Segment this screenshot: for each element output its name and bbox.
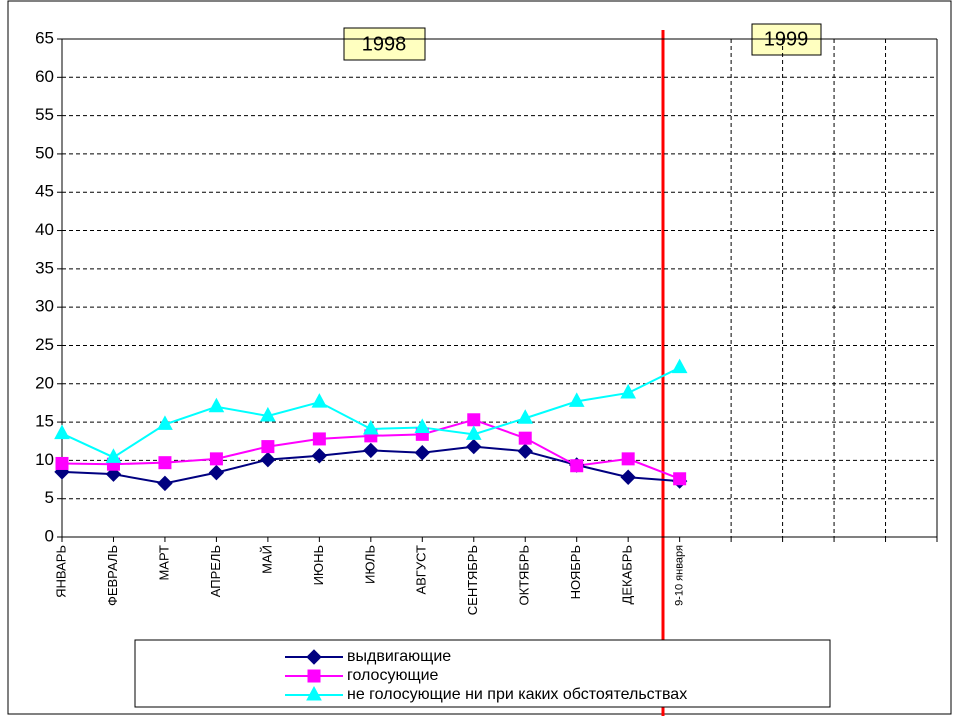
marker bbox=[158, 456, 172, 470]
marker bbox=[363, 442, 379, 459]
legend-label: выдвигающие bbox=[347, 648, 451, 665]
annotation-box bbox=[343, 27, 426, 61]
y-tick-label: 55 bbox=[35, 105, 54, 124]
y-tick-label: 10 bbox=[35, 450, 54, 469]
marker bbox=[55, 456, 69, 470]
marker bbox=[306, 685, 322, 701]
annotation: 1998 bbox=[362, 33, 407, 55]
x-tick-label: МАЙ bbox=[259, 545, 274, 574]
marker bbox=[311, 448, 328, 464]
marker bbox=[671, 358, 688, 374]
y-tick-label: 0 bbox=[45, 526, 54, 545]
marker bbox=[568, 392, 585, 407]
x-tick-label: АПРЕЛЬ bbox=[208, 545, 223, 597]
legend-label: голосующие bbox=[347, 667, 439, 684]
marker bbox=[621, 452, 635, 466]
marker bbox=[105, 448, 122, 463]
y-tick-label: 35 bbox=[35, 258, 54, 277]
marker bbox=[306, 649, 322, 665]
x-tick-label: ИЮНЬ bbox=[311, 545, 326, 585]
marker bbox=[261, 440, 275, 454]
marker bbox=[362, 419, 379, 435]
legend-label: не голосующие ни при каких обстоятельств… bbox=[347, 686, 687, 703]
x-tick-label: ИЮЛЬ bbox=[362, 545, 377, 584]
y-tick-label: 5 bbox=[45, 488, 54, 507]
x-tick-label: ЯНВАРЬ bbox=[53, 545, 68, 598]
x-tick-label: ДЕКАБРЬ bbox=[620, 545, 635, 604]
y-tick-label: 40 bbox=[35, 220, 54, 239]
marker bbox=[517, 409, 534, 424]
marker bbox=[311, 393, 328, 408]
marker bbox=[414, 418, 431, 433]
x-tick-label: ФЕВРАЛЬ bbox=[105, 545, 120, 606]
y-tick-label: 65 bbox=[35, 28, 54, 47]
y-tick-label: 20 bbox=[35, 373, 54, 392]
chart-frame bbox=[7, 0, 952, 715]
marker bbox=[467, 413, 481, 427]
marker bbox=[260, 406, 276, 422]
marker bbox=[673, 472, 687, 486]
y-tick-label: 15 bbox=[35, 412, 54, 431]
x-tick-label: АВГУСТ bbox=[414, 545, 429, 595]
marker bbox=[54, 424, 70, 440]
marker bbox=[620, 383, 637, 399]
y-tick-label: 30 bbox=[35, 297, 54, 316]
marker bbox=[208, 397, 225, 413]
marker bbox=[517, 443, 533, 459]
y-tick-label: 60 bbox=[35, 67, 54, 86]
y-tick-label: 25 bbox=[35, 335, 54, 354]
y-tick-label: 45 bbox=[35, 182, 54, 201]
marker bbox=[209, 452, 223, 466]
x-tick-label: 9-10 января bbox=[674, 545, 686, 606]
marker bbox=[157, 475, 173, 492]
marker bbox=[307, 669, 321, 683]
marker bbox=[157, 415, 173, 430]
x-tick-label: СЕНТЯБРЬ bbox=[465, 545, 480, 615]
legend bbox=[134, 639, 831, 708]
marker bbox=[466, 438, 482, 455]
y-tick-label: 50 bbox=[35, 143, 54, 162]
marker bbox=[570, 459, 584, 473]
marker bbox=[620, 469, 636, 485]
marker bbox=[260, 451, 276, 468]
marker bbox=[312, 432, 326, 446]
marker bbox=[414, 445, 431, 461]
marker bbox=[465, 425, 482, 440]
x-tick-label: ОКТЯБРЬ bbox=[517, 545, 532, 605]
marker bbox=[518, 431, 532, 445]
marker bbox=[208, 464, 225, 481]
x-tick-label: МАРТ bbox=[156, 545, 171, 581]
x-tick-label: НОЯБРЬ bbox=[568, 545, 583, 599]
